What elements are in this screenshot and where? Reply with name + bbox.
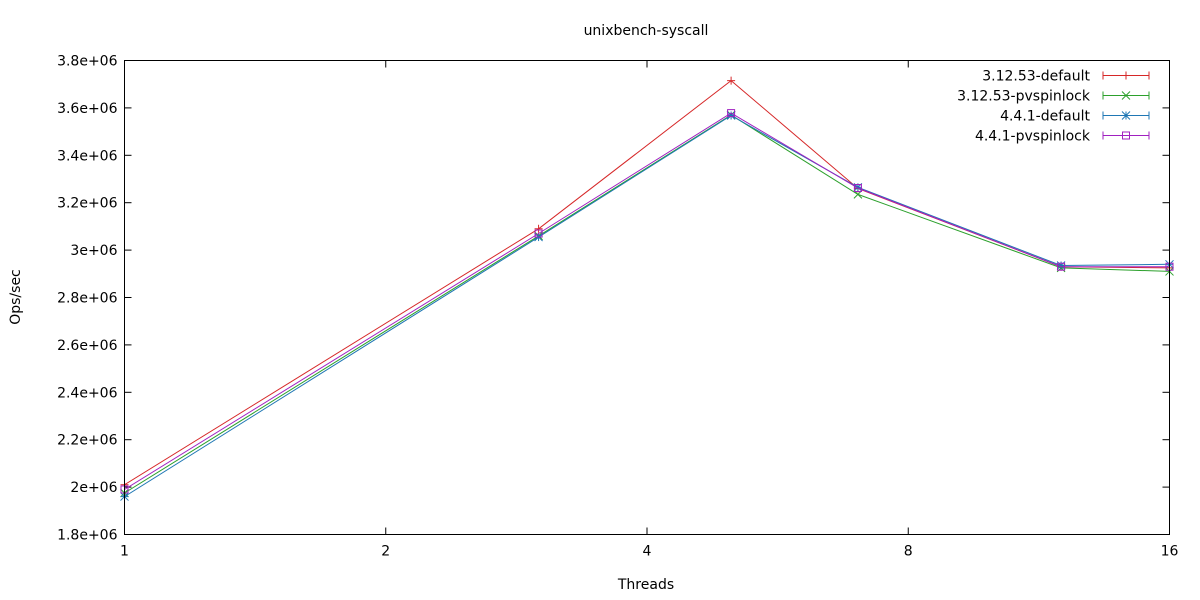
legend-entry: 3.12.53-pvspinlock bbox=[957, 89, 1150, 105]
x-tick-label: 1 bbox=[120, 544, 129, 560]
y-tick-label: 3e+06 bbox=[70, 243, 117, 259]
x-tick-label: 2 bbox=[381, 544, 390, 560]
legend-label: 3.12.53-pvspinlock bbox=[957, 89, 1091, 105]
data-point bbox=[726, 111, 736, 120]
axis-ticks: 1.8e+06 2e+06 2.2e+06 2.4e+06 2.6e+06 2.8e+06… bbox=[57, 54, 1178, 560]
y-tick-label: 2.6e+06 bbox=[57, 338, 118, 354]
y-tick-label: 3.8e+06 bbox=[57, 54, 118, 70]
x-tick-label: 4 bbox=[643, 544, 652, 560]
y-tick-label: 2e+06 bbox=[70, 480, 117, 496]
legend-marker bbox=[1122, 71, 1130, 80]
legend-label: 3.12.53-default bbox=[982, 69, 1090, 85]
y-tick-label: 2.2e+06 bbox=[57, 433, 118, 449]
legend-marker bbox=[1122, 131, 1130, 140]
data-point bbox=[727, 109, 736, 118]
legend-marker bbox=[1121, 111, 1131, 120]
data-point bbox=[1057, 262, 1066, 271]
legend-entry: 4.4.1-default bbox=[1000, 109, 1150, 125]
y-tick-label: 2.4e+06 bbox=[57, 385, 118, 401]
y-tick-label: 3.2e+06 bbox=[57, 196, 118, 212]
series-3 bbox=[120, 109, 1174, 494]
legend: 3.12.53-default 3.12.53-pvspinlock 4.4.1-d… bbox=[957, 69, 1150, 145]
y-tick-label: 3.6e+06 bbox=[57, 101, 118, 117]
legend-label: 4.4.1-pvspinlock bbox=[975, 129, 1091, 145]
plot-frame bbox=[124, 60, 1170, 535]
y-axis-label: Ops/sec bbox=[8, 269, 24, 325]
data-point bbox=[534, 229, 543, 238]
data-point bbox=[534, 224, 543, 233]
legend-marker bbox=[1121, 91, 1131, 100]
legend-label: 4.4.1-default bbox=[1000, 109, 1090, 125]
y-tick-label: 1.8e+06 bbox=[57, 528, 118, 544]
legend-entry: 4.4.1-pvspinlock bbox=[975, 129, 1150, 145]
y-tick-label: 3.4e+06 bbox=[57, 148, 118, 164]
x-axis-label: Threads bbox=[617, 577, 674, 593]
data-point bbox=[727, 76, 736, 85]
series-line bbox=[124, 114, 1170, 498]
series-2 bbox=[120, 111, 1174, 501]
y-tick-label: 2.8e+06 bbox=[57, 291, 118, 307]
series-line bbox=[124, 112, 1170, 490]
x-tick-label: 8 bbox=[904, 544, 913, 560]
x-tick-label: 16 bbox=[1161, 544, 1179, 560]
data-point bbox=[853, 184, 862, 193]
legend-entry: 3.12.53-default bbox=[982, 69, 1150, 85]
series-line bbox=[124, 114, 1170, 494]
series-lines bbox=[120, 76, 1174, 501]
chart-title: unixbench-syscall bbox=[584, 23, 709, 39]
